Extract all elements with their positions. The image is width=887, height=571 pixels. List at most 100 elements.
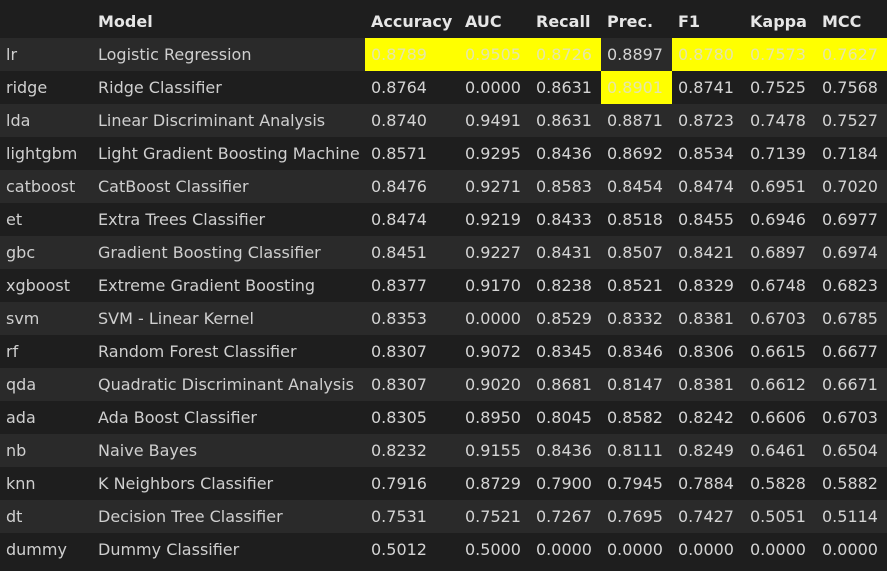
table-row: nb Naive Bayes 0.8232 0.9155 0.8436 0.8111 0.8… [0, 434, 887, 467]
kappa-cell: 0.6615 [744, 335, 816, 368]
table-row: xgboost Extreme Gradient Boosting 0.8377 0.… [0, 269, 887, 302]
header-recall: Recall [530, 5, 601, 38]
header-kappa: Kappa [744, 5, 816, 38]
row-index-cell: lightgbm [0, 137, 92, 170]
table-row: ada Ada Boost Classifier 0.8305 0.8950 0.804… [0, 401, 887, 434]
model-name-cell: Light Gradient Boosting Machine [92, 137, 365, 170]
f1-cell: 0.7427 [672, 500, 744, 533]
kappa-cell: 0.6946 [744, 203, 816, 236]
row-index-cell: xgboost [0, 269, 92, 302]
accuracy-cell: 0.8353 [365, 302, 459, 335]
precision-cell: 0.8332 [601, 302, 672, 335]
table-row: gbc Gradient Boosting Classifier 0.8451 0.9… [0, 236, 887, 269]
accuracy-cell: 0.8305 [365, 401, 459, 434]
kappa-cell: 0.6897 [744, 236, 816, 269]
f1-cell: 0.8306 [672, 335, 744, 368]
precision-cell: 0.8454 [601, 170, 672, 203]
row-index-cell: rf [0, 335, 92, 368]
auc-cell: 0.7521 [459, 500, 530, 533]
header-accuracy: Accuracy [365, 5, 459, 38]
accuracy-cell: 0.7531 [365, 500, 459, 533]
precision-cell: 0.8897 [601, 38, 672, 71]
accuracy-cell: 0.8451 [365, 236, 459, 269]
table-row: catboost CatBoost Classifier 0.8476 0.9271 0… [0, 170, 887, 203]
precision-cell: 0.8871 [601, 104, 672, 137]
accuracy-cell: 0.8307 [365, 335, 459, 368]
table-body: lr Logistic Regression 0.8789 0.9505 0.8726 0… [0, 38, 887, 566]
model-name-cell: SVM - Linear Kernel [92, 302, 365, 335]
accuracy-cell: 0.5012 [365, 533, 459, 566]
kappa-cell: 0.0000 [744, 533, 816, 566]
recall-cell: 0.8631 [530, 71, 601, 104]
mcc-cell: 0.7184 [816, 137, 887, 170]
recall-cell: 0.8345 [530, 335, 601, 368]
row-index-cell: dummy [0, 533, 92, 566]
f1-cell: 0.8723 [672, 104, 744, 137]
f1-cell: 0.8421 [672, 236, 744, 269]
recall-cell: 0.8583 [530, 170, 601, 203]
accuracy-cell: 0.8476 [365, 170, 459, 203]
row-index-cell: catboost [0, 170, 92, 203]
table-row: rf Random Forest Classifier 0.8307 0.9072 0.… [0, 335, 887, 368]
precision-cell: 0.8582 [601, 401, 672, 434]
f1-cell: 0.8741 [672, 71, 744, 104]
precision-cell: 0.8692 [601, 137, 672, 170]
accuracy-cell: 0.8789 [365, 38, 459, 71]
header-f1: F1 [672, 5, 744, 38]
model-name-cell: Linear Discriminant Analysis [92, 104, 365, 137]
kappa-cell: 0.5828 [744, 467, 816, 500]
row-index-cell: lda [0, 104, 92, 137]
auc-cell: 0.8950 [459, 401, 530, 434]
accuracy-cell: 0.8740 [365, 104, 459, 137]
mcc-cell: 0.5882 [816, 467, 887, 500]
row-index-cell: et [0, 203, 92, 236]
kappa-cell: 0.7139 [744, 137, 816, 170]
auc-cell: 0.0000 [459, 71, 530, 104]
model-name-cell: CatBoost Classifier [92, 170, 365, 203]
row-index-cell: ridge [0, 71, 92, 104]
f1-cell: 0.8249 [672, 434, 744, 467]
table-row: knn K Neighbors Classifier 0.7916 0.8729 0.7… [0, 467, 887, 500]
row-index-cell: qda [0, 368, 92, 401]
kappa-cell: 0.5051 [744, 500, 816, 533]
f1-cell: 0.8474 [672, 170, 744, 203]
accuracy-cell: 0.8764 [365, 71, 459, 104]
f1-cell: 0.8381 [672, 302, 744, 335]
precision-cell: 0.7945 [601, 467, 672, 500]
table-row: ridge Ridge Classifier 0.8764 0.0000 0.8631 0… [0, 71, 887, 104]
mcc-cell: 0.6504 [816, 434, 887, 467]
mcc-cell: 0.0000 [816, 533, 887, 566]
kappa-cell: 0.6612 [744, 368, 816, 401]
kappa-cell: 0.7478 [744, 104, 816, 137]
auc-cell: 0.8729 [459, 467, 530, 500]
row-index-cell: dt [0, 500, 92, 533]
model-name-cell: Gradient Boosting Classifier [92, 236, 365, 269]
recall-cell: 0.8436 [530, 434, 601, 467]
mcc-cell: 0.7568 [816, 71, 887, 104]
f1-cell: 0.0000 [672, 533, 744, 566]
mcc-cell: 0.7627 [816, 38, 887, 71]
accuracy-cell: 0.7916 [365, 467, 459, 500]
f1-cell: 0.8381 [672, 368, 744, 401]
precision-cell: 0.8507 [601, 236, 672, 269]
kappa-cell: 0.7573 [744, 38, 816, 71]
table-row: et Extra Trees Classifier 0.8474 0.9219 0.84… [0, 203, 887, 236]
mcc-cell: 0.6823 [816, 269, 887, 302]
precision-cell: 0.8901 [601, 71, 672, 104]
auc-cell: 0.9219 [459, 203, 530, 236]
precision-cell: 0.0000 [601, 533, 672, 566]
f1-cell: 0.8242 [672, 401, 744, 434]
recall-cell: 0.8631 [530, 104, 601, 137]
model-name-cell: Random Forest Classifier [92, 335, 365, 368]
table-header-row: Model Accuracy AUC Recall Prec. F1 Kappa… [0, 5, 887, 38]
auc-cell: 0.9072 [459, 335, 530, 368]
kappa-cell: 0.7525 [744, 71, 816, 104]
accuracy-cell: 0.8474 [365, 203, 459, 236]
kappa-cell: 0.6748 [744, 269, 816, 302]
recall-cell: 0.8681 [530, 368, 601, 401]
mcc-cell: 0.5114 [816, 500, 887, 533]
table-row: dummy Dummy Classifier 0.5012 0.5000 0.0000 0… [0, 533, 887, 566]
auc-cell: 0.9020 [459, 368, 530, 401]
model-name-cell: Dummy Classifier [92, 533, 365, 566]
